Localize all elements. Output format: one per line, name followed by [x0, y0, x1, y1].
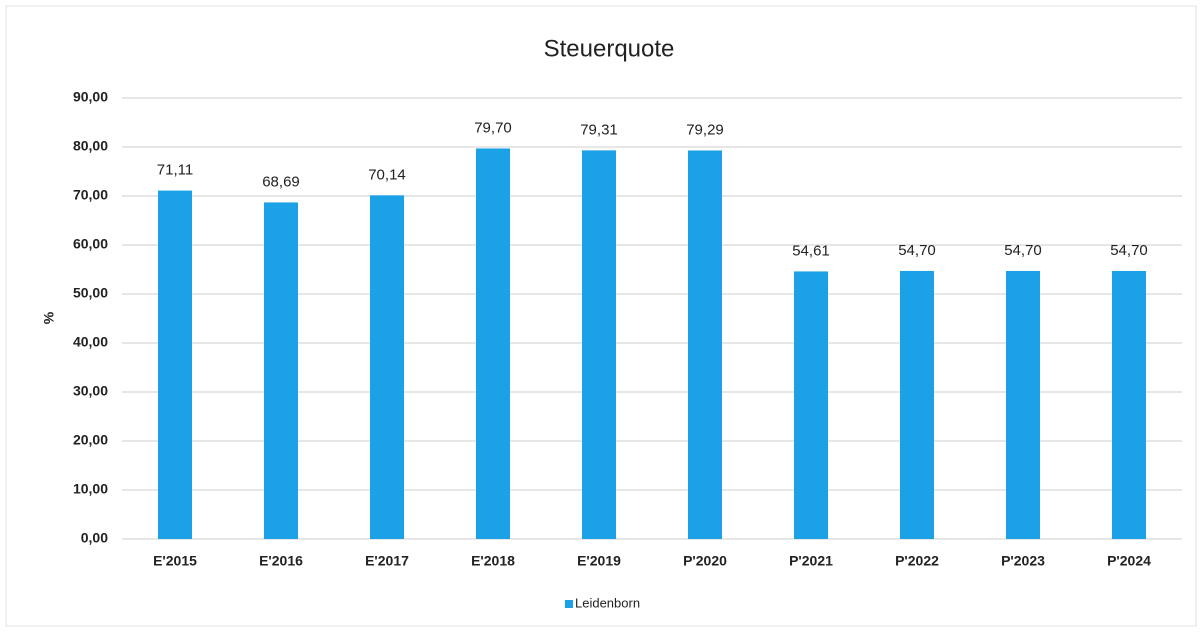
x-tick-label: P'2021 [789, 553, 833, 569]
data-label: 70,14 [368, 166, 406, 183]
chart-title: Steuerquote [544, 35, 675, 62]
y-tick-label: 10,00 [73, 481, 108, 497]
data-label: 54,70 [898, 242, 936, 259]
y-tick-label: 20,00 [73, 432, 108, 448]
x-tick-label: P'2023 [1001, 553, 1045, 569]
y-tick-label: 0,00 [81, 530, 108, 546]
data-label: 71,11 [157, 162, 193, 179]
bar [158, 190, 192, 539]
data-label: 79,31 [580, 121, 618, 138]
x-tick-label: E'2015 [153, 553, 197, 569]
x-tick-label: E'2016 [259, 553, 303, 569]
y-tick-label: 60,00 [73, 236, 108, 252]
x-tick-label: P'2020 [683, 553, 727, 569]
y-tick-label: 30,00 [73, 383, 108, 399]
bar [900, 270, 934, 539]
legend-swatch [565, 600, 573, 608]
bar [1006, 270, 1040, 539]
data-label: 54,70 [1110, 242, 1148, 259]
legend-label: Leidenborn [575, 595, 640, 610]
y-axis-label: % [41, 311, 57, 324]
x-tick-label: E'2017 [365, 553, 409, 569]
bar [1112, 270, 1146, 539]
bar [476, 148, 510, 539]
data-label: 79,29 [686, 121, 724, 138]
bar [370, 195, 404, 539]
x-tick-label: P'2022 [895, 553, 939, 569]
data-label: 54,61 [792, 242, 830, 259]
x-tick-label: P'2024 [1107, 553, 1151, 569]
y-tick-label: 40,00 [73, 334, 108, 350]
y-tick-label: 90,00 [73, 89, 108, 105]
bar [264, 202, 298, 539]
y-tick-label: 70,00 [73, 187, 108, 203]
y-tick-label: 50,00 [73, 285, 108, 301]
x-tick-label: E'2018 [471, 553, 515, 569]
bar [688, 150, 722, 539]
y-tick-label: 80,00 [73, 138, 108, 154]
data-label: 79,70 [474, 119, 512, 136]
data-label: 54,70 [1004, 242, 1042, 259]
bar [582, 150, 616, 540]
data-label: 68,69 [262, 173, 300, 190]
bar [794, 271, 828, 539]
x-tick-label: E'2019 [577, 553, 621, 569]
